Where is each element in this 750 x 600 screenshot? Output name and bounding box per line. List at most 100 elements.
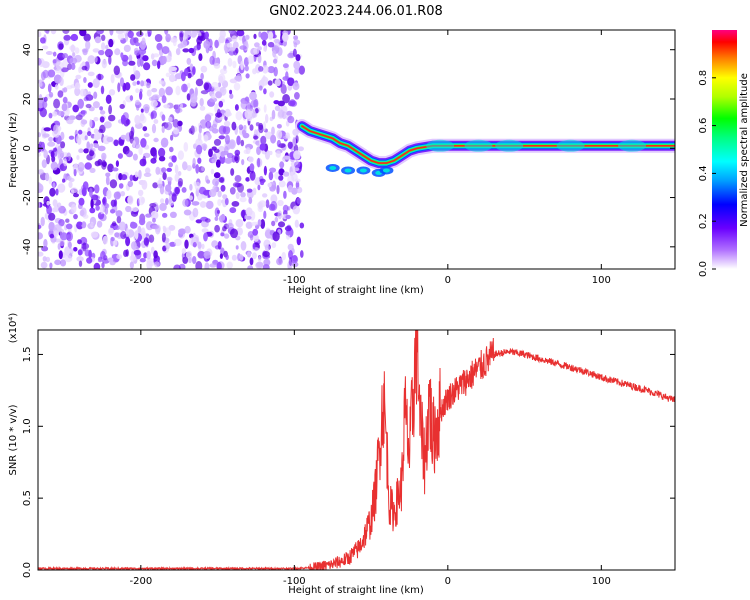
noise-speck — [129, 261, 134, 269]
noise-speck — [252, 243, 256, 250]
noise-speck — [197, 251, 206, 259]
noise-speck — [46, 205, 52, 215]
noise-speck — [219, 253, 223, 259]
noise-speck — [59, 77, 64, 86]
noise-speck — [267, 41, 275, 48]
noise-speck — [85, 94, 94, 101]
noise-speck — [174, 238, 182, 247]
noise-speck — [186, 165, 192, 172]
noise-speck — [124, 82, 131, 91]
noise-speck — [161, 46, 170, 55]
noise-speck — [197, 35, 204, 41]
noise-speck — [192, 157, 196, 168]
noise-speck — [153, 119, 159, 124]
colorbar-ticks: 0.0 0.2 0.4 0.6 0.8 — [698, 70, 716, 277]
noise-speck — [93, 117, 99, 122]
noise-speck — [217, 241, 222, 250]
noise-speck — [246, 251, 252, 258]
noise-speck — [276, 184, 280, 195]
noise-speck — [63, 87, 68, 93]
noise-speck — [86, 141, 90, 151]
spectrogram-x-ticks: -200 -100 0 100 — [129, 30, 611, 286]
noise-speck — [49, 262, 53, 269]
noise-speck — [271, 242, 277, 249]
noise-speck — [219, 68, 228, 75]
colorbar-tick-label: 0.8 — [698, 70, 709, 86]
noise-speck — [203, 40, 210, 49]
noise-speck — [222, 194, 228, 200]
noise-speck — [276, 124, 282, 129]
noise-speck — [101, 262, 105, 269]
noise-speck — [117, 153, 123, 159]
noise-speck — [76, 134, 82, 144]
noise-speck — [252, 228, 259, 236]
noise-speck — [276, 129, 283, 140]
noise-speck — [274, 105, 281, 112]
noise-speck — [65, 223, 73, 230]
noise-speck — [198, 53, 203, 61]
noise-speck — [204, 31, 209, 40]
noise-speck — [108, 227, 114, 234]
noise-speck — [178, 177, 183, 187]
figure-title: GN02.2023.244.06.01.R08 — [269, 4, 443, 19]
noise-speck — [132, 140, 136, 148]
noise-speck — [141, 37, 146, 45]
noise-speck — [239, 45, 247, 50]
noise-speck — [256, 146, 261, 156]
noise-speck — [183, 209, 192, 216]
noise-speck — [131, 207, 139, 213]
noise-speck — [87, 71, 95, 77]
noise-speck — [293, 42, 298, 48]
noise-speck — [197, 157, 202, 164]
noise-speck — [98, 128, 104, 133]
noise-speck — [239, 254, 244, 261]
noise-speck — [169, 211, 177, 218]
noise-speck — [158, 156, 166, 162]
spectrogram-x-label: Height of straight line (km) — [288, 285, 424, 296]
noise-speck — [85, 103, 92, 109]
noise-speck — [203, 251, 211, 259]
noise-speck — [89, 119, 93, 128]
noise-speck — [291, 261, 299, 268]
noise-speck — [90, 231, 99, 238]
snr-frame — [37, 329, 676, 571]
noise-speck — [246, 188, 253, 193]
noise-speck — [151, 123, 157, 134]
noise-speck — [98, 49, 105, 56]
noise-speck — [211, 93, 216, 99]
noise-speck — [182, 256, 189, 264]
noise-speck — [215, 112, 223, 118]
noise-speck — [53, 98, 61, 109]
noise-speck — [145, 32, 148, 37]
noise-speck — [68, 181, 73, 189]
noise-speck — [220, 184, 226, 192]
noise-speck — [277, 47, 283, 56]
snr-y-label: SNR (10 * v/v) — [8, 404, 19, 475]
noise-speck — [72, 104, 79, 113]
noise-speck — [141, 180, 148, 190]
noise-speck — [181, 83, 188, 93]
noise-speck — [263, 104, 267, 113]
noise-speck — [151, 225, 159, 230]
noise-speck — [70, 33, 79, 42]
noise-speck — [184, 239, 189, 249]
noise-speck — [160, 137, 169, 148]
noise-speck — [112, 167, 119, 172]
noise-speck — [117, 33, 125, 41]
noise-speck — [76, 221, 83, 226]
noise-speck — [118, 221, 126, 231]
noise-speck — [239, 196, 247, 203]
noise-speck — [47, 141, 56, 147]
noise-speck — [245, 177, 250, 182]
noise-speck — [182, 48, 190, 53]
noise-speck — [94, 55, 98, 63]
noise-speck — [133, 249, 141, 256]
noise-speck — [213, 172, 221, 179]
noise-speck — [204, 114, 212, 122]
noise-speck — [294, 178, 301, 183]
x-tick-label: -200 — [129, 275, 152, 286]
noise-speck — [87, 82, 93, 88]
y-tick-label: -20 — [22, 189, 33, 205]
noise-speck — [73, 247, 78, 252]
noise-speck — [154, 34, 163, 42]
